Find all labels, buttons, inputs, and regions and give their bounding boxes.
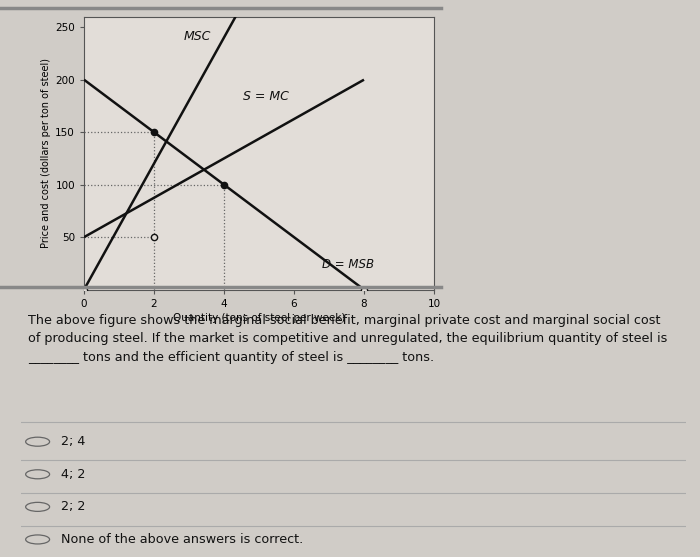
Text: The above figure shows the marginal social benefit, marginal private cost and ma: The above figure shows the marginal soci… (28, 314, 667, 364)
Text: 4; 2: 4; 2 (61, 468, 85, 481)
Text: D = MSB: D = MSB (322, 258, 374, 271)
Text: 2; 4: 2; 4 (61, 435, 85, 448)
Text: MSC: MSC (183, 30, 211, 43)
Y-axis label: Price and cost (dollars per ton of steel): Price and cost (dollars per ton of steel… (41, 58, 51, 248)
Text: None of the above answers is correct.: None of the above answers is correct. (61, 533, 303, 546)
X-axis label: Quantity (tons of steel per week): Quantity (tons of steel per week) (173, 313, 345, 323)
Text: S = MC: S = MC (244, 90, 289, 103)
Text: 2; 2: 2; 2 (61, 500, 85, 514)
